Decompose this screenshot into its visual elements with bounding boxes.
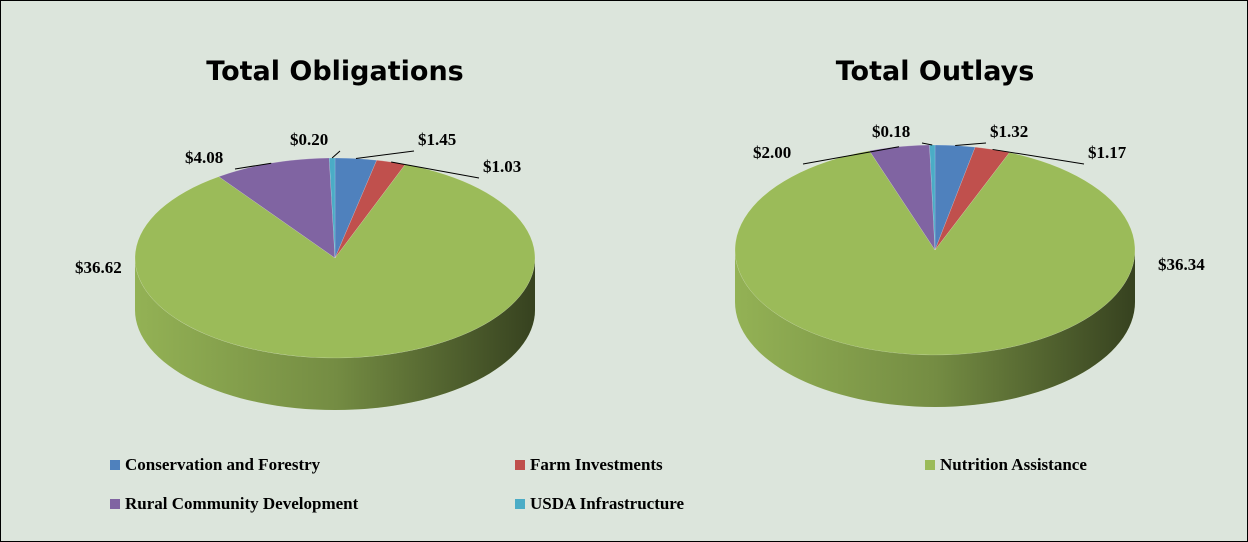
slice: [869, 144, 936, 251]
chart-title: Total Outlays: [836, 56, 1035, 87]
legend-label: USDA Infrastructure: [530, 494, 685, 513]
legend-label: Nutrition Assistance: [940, 455, 1087, 474]
leader-line: [921, 142, 933, 146]
leader-line: [992, 148, 1085, 165]
legend-swatch: [110, 460, 120, 470]
legend-swatch: [925, 460, 935, 470]
legend-swatch: [515, 460, 525, 470]
legend-label: Conservation and Forestry: [125, 455, 321, 474]
side-shade: [135, 258, 535, 410]
data-label: $2.00: [753, 143, 791, 162]
side-shade: [735, 250, 1135, 407]
slice: [134, 164, 536, 359]
data-label: $1.17: [1088, 143, 1127, 162]
data-label: $1.03: [483, 157, 521, 176]
data-label: $4.08: [185, 148, 223, 167]
data-label: $36.62: [75, 258, 122, 277]
legend-swatch: [110, 499, 120, 509]
leader-line: [331, 150, 341, 159]
data-label: $0.18: [872, 122, 910, 141]
data-label: $36.34: [1158, 255, 1205, 274]
legend-swatch: [515, 499, 525, 509]
data-label: $1.32: [990, 122, 1028, 141]
leader-line: [955, 142, 987, 147]
chart-title: Total Obligations: [206, 56, 464, 87]
data-label: $1.45: [418, 130, 456, 149]
leader-line: [234, 162, 272, 170]
legend-label: Rural Community Development: [125, 494, 359, 513]
data-label: $0.20: [290, 130, 328, 149]
leader-line: [355, 150, 415, 160]
leader-line: [802, 146, 900, 165]
leader-line: [391, 161, 480, 179]
slice: [328, 157, 336, 259]
slice: [218, 157, 336, 259]
legend-label: Farm Investments: [530, 455, 663, 474]
slice: [734, 150, 1136, 356]
